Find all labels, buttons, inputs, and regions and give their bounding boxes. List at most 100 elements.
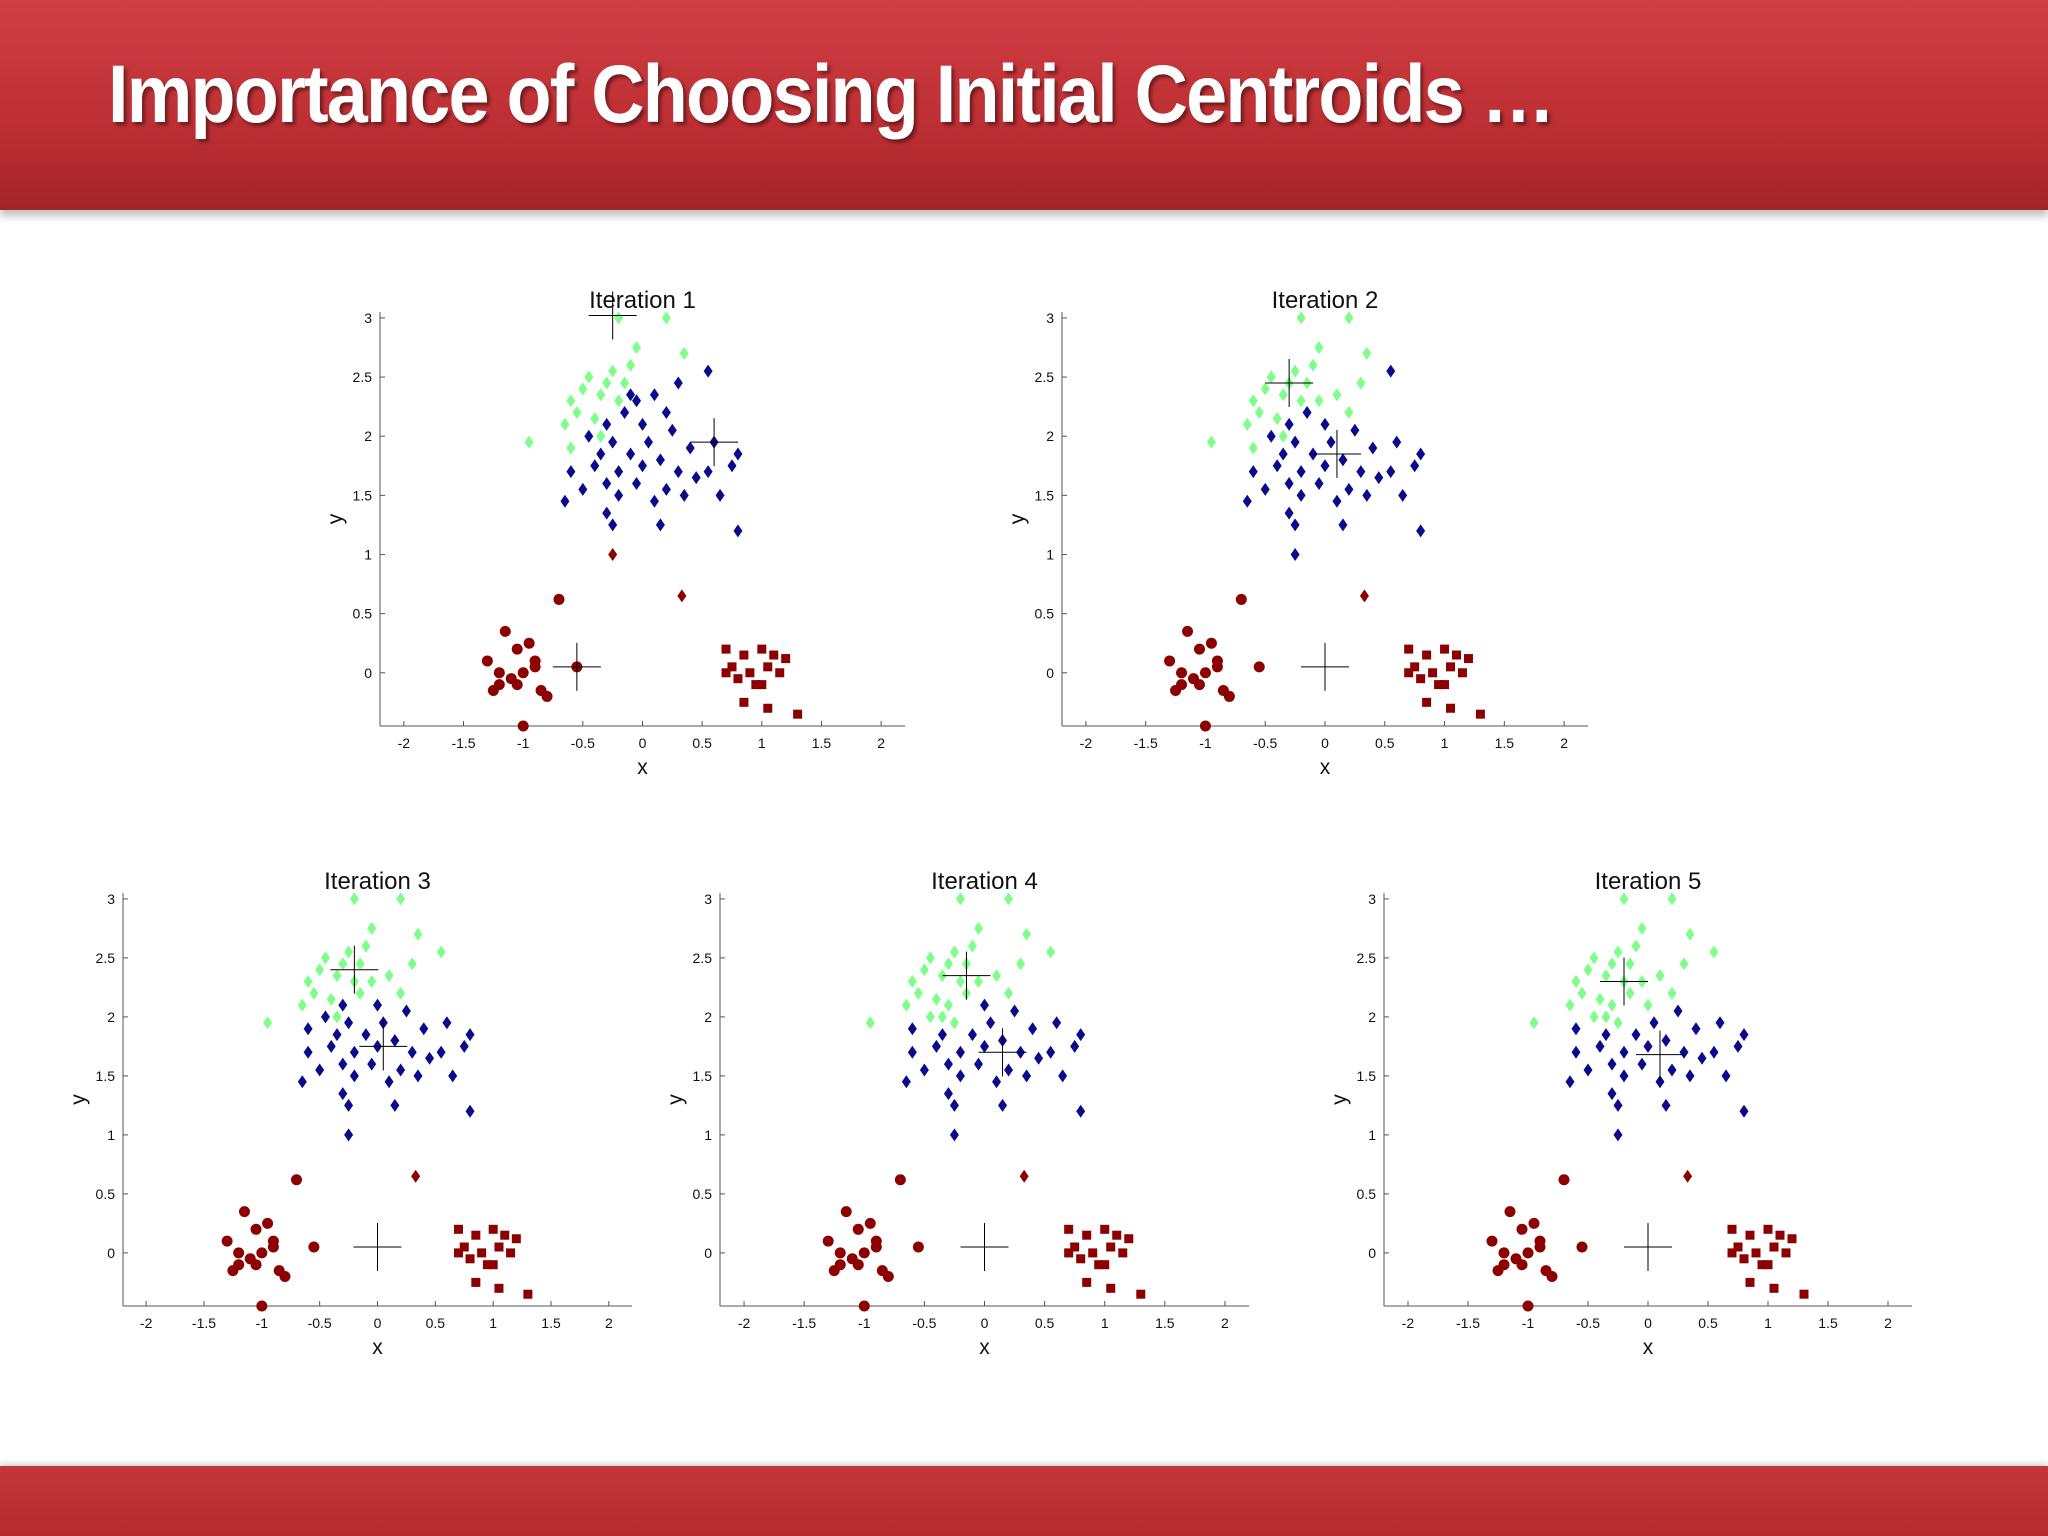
data-point <box>1374 471 1384 485</box>
x-axis-label: x <box>979 1336 990 1359</box>
data-point <box>949 1016 959 1030</box>
data-point <box>602 376 612 390</box>
data-point <box>834 1247 846 1259</box>
data-point <box>1314 340 1324 354</box>
data-point <box>401 1004 411 1018</box>
data-point <box>757 680 767 690</box>
data-point <box>1745 1230 1755 1240</box>
y-tick-label: 1 <box>1368 1127 1376 1143</box>
data-point <box>338 998 348 1012</box>
data-point <box>986 1016 996 1030</box>
data-point <box>1486 1235 1498 1247</box>
centroid-marker <box>1265 358 1314 407</box>
data-point <box>436 945 446 959</box>
data-point <box>396 986 406 1000</box>
data-point <box>1583 963 1593 977</box>
data-point <box>349 1069 359 1083</box>
data-point <box>1607 1057 1617 1071</box>
data-point <box>943 957 953 971</box>
data-point <box>1253 661 1265 673</box>
data-point <box>355 986 365 1000</box>
x-tick-label: -1 <box>517 735 530 751</box>
data-point <box>1546 1271 1558 1282</box>
x-tick-label: -0.5 <box>308 1315 332 1331</box>
data-point <box>1344 482 1354 496</box>
data-point <box>1022 927 1032 941</box>
data-point <box>303 1022 313 1036</box>
data-point <box>1504 1206 1516 1218</box>
data-point <box>1206 435 1216 449</box>
x-tick-label: 1 <box>1101 1315 1109 1331</box>
chart-title: Iteration 4 <box>931 868 1038 895</box>
chart-title: Iteration 2 <box>1272 287 1379 314</box>
data-point <box>1763 1260 1773 1270</box>
data-point <box>1691 1022 1701 1036</box>
x-tick-label: 0 <box>374 1315 382 1331</box>
data-point <box>1004 1063 1014 1077</box>
footer-band <box>0 1466 2048 1536</box>
x-tick-label: 1 <box>1764 1315 1772 1331</box>
x-tick-label: 1.5 <box>1818 1315 1838 1331</box>
data-point <box>943 1057 953 1071</box>
data-point <box>1004 892 1014 906</box>
y-tick-label: 0 <box>704 1245 712 1261</box>
data-point <box>1457 668 1467 678</box>
data-point <box>626 447 636 461</box>
data-point <box>1223 690 1235 702</box>
data-point <box>1428 668 1438 678</box>
data-point <box>1248 441 1258 455</box>
data-point <box>907 1022 917 1036</box>
data-point <box>315 963 325 977</box>
data-point <box>465 1254 475 1264</box>
y-tick-label: 0 <box>1368 1245 1376 1261</box>
data-point <box>578 382 588 396</box>
data-point <box>320 951 330 965</box>
data-point <box>1046 1045 1056 1059</box>
data-point <box>769 650 779 660</box>
data-point <box>1094 1260 1104 1270</box>
data-point <box>1446 703 1456 713</box>
data-point <box>949 1128 959 1142</box>
data-point <box>1529 1016 1539 1030</box>
data-point <box>661 482 671 496</box>
data-point <box>1124 1234 1134 1244</box>
x-tick-label: -2 <box>738 1315 751 1331</box>
data-point <box>673 465 683 479</box>
data-point <box>1404 644 1414 654</box>
x-tick-label: 1 <box>489 1315 497 1331</box>
data-point <box>1338 453 1348 467</box>
data-point <box>227 1265 239 1277</box>
data-point <box>1631 939 1641 953</box>
data-point <box>1727 1224 1737 1234</box>
data-point <box>1565 998 1575 1012</box>
data-point <box>1356 465 1366 479</box>
data-point <box>332 1010 342 1024</box>
x-tick-label: 0 <box>639 735 647 751</box>
data-point <box>1601 1010 1611 1024</box>
data-point <box>529 655 541 667</box>
data-point <box>1649 1016 1659 1030</box>
data-point <box>1278 447 1288 461</box>
data-point <box>396 1063 406 1077</box>
x-tick-label: 1 <box>758 735 766 751</box>
data-point <box>1235 593 1247 605</box>
y-tick-label: 1 <box>364 546 372 562</box>
data-point <box>1314 477 1324 491</box>
data-point <box>1404 668 1414 678</box>
data-point <box>1332 494 1342 508</box>
data-point <box>263 1016 273 1030</box>
data-point <box>638 459 647 473</box>
data-point <box>757 644 767 654</box>
data-point <box>367 1057 377 1071</box>
data-point <box>1248 394 1258 408</box>
data-point <box>1118 1248 1128 1258</box>
data-point <box>279 1271 291 1282</box>
centroid-marker <box>552 642 601 691</box>
data-point <box>931 1039 941 1053</box>
data-point <box>1076 1028 1086 1042</box>
x-tick-label: -2 <box>140 1315 153 1331</box>
data-point <box>1655 969 1665 983</box>
data-point <box>1683 1169 1693 1183</box>
data-point <box>262 1217 274 1229</box>
y-axis-label: y <box>1328 1094 1351 1105</box>
